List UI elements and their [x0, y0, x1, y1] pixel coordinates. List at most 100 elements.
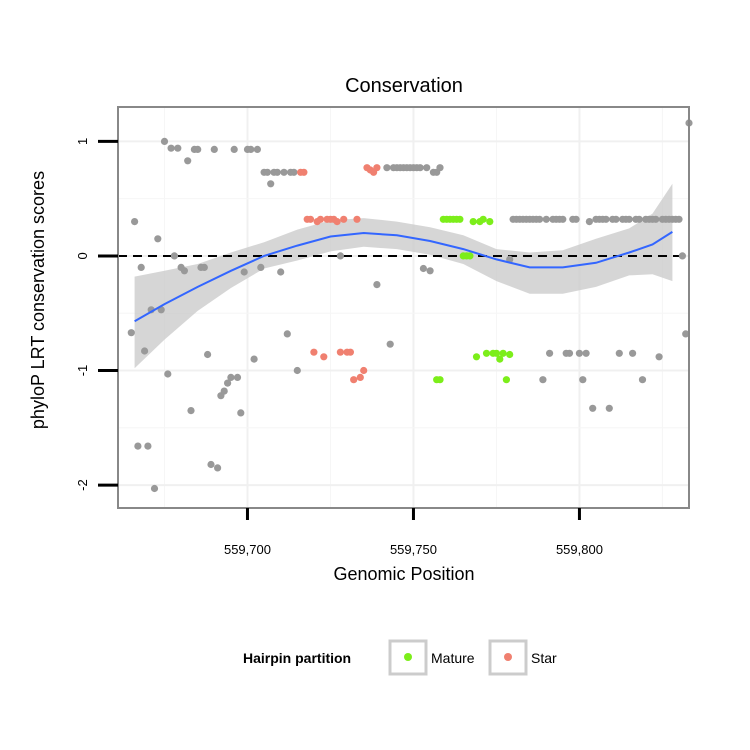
data-point-other: [539, 376, 547, 384]
data-point-other: [565, 349, 574, 357]
plot-panel: [118, 107, 689, 508]
data-point-other: [383, 164, 391, 172]
data-point-other: [579, 376, 587, 384]
data-point-mature: [486, 218, 494, 226]
data-point-other: [160, 137, 169, 145]
data-point-star: [333, 218, 341, 226]
data-point-other: [240, 268, 248, 276]
plot-border: [117, 106, 690, 509]
data-point-other: [612, 215, 620, 223]
data-point-mature: [506, 350, 514, 359]
y-axis-title: phyloP LRT conservation scores: [28, 171, 48, 429]
data-point-other: [134, 442, 142, 450]
data-point-other: [220, 387, 228, 395]
data-point-mature: [469, 218, 477, 226]
confidence-band-area: [134, 183, 673, 369]
data-point-star: [340, 215, 348, 223]
data-point-other: [389, 164, 398, 172]
data-point-other: [536, 215, 544, 223]
y-axis: -2 -1 0 1: [75, 138, 118, 491]
data-point-star: [346, 348, 354, 356]
data-point-other: [652, 215, 660, 223]
smooth-line: [134, 231, 673, 323]
data-point-other: [137, 263, 145, 271]
data-point-other: [675, 215, 683, 223]
data-point-other: [678, 252, 687, 260]
data-point-star: [300, 168, 308, 176]
data-point-other: [257, 263, 265, 271]
data-point-other: [131, 218, 139, 226]
data-point-other: [253, 145, 261, 153]
data-point-other: [207, 460, 215, 469]
legend-dot-mature: [404, 653, 412, 661]
data-point-star: [320, 353, 328, 361]
data-point-other: [263, 168, 271, 176]
data-point-other: [655, 353, 663, 361]
data-point-other: [373, 281, 381, 289]
data-point-mature: [482, 349, 491, 357]
data-point-other: [194, 145, 202, 153]
data-point-other: [635, 215, 643, 223]
y-tick-label: -2: [75, 479, 90, 491]
data-point-other: [419, 264, 427, 273]
data-point-other: [423, 164, 431, 172]
data-point-mature: [479, 215, 487, 223]
data-point-mature: [502, 376, 510, 384]
data-point-other: [233, 373, 242, 381]
data-point-mature: [436, 376, 444, 384]
data-point-other: [237, 409, 245, 417]
data-point-mature: [492, 349, 501, 357]
data-point-other: [204, 350, 212, 359]
data-point-mature: [499, 349, 507, 357]
data-point-other: [167, 144, 175, 152]
legend-item-mature: Mature: [388, 639, 475, 676]
x-tick-label: 559,800: [556, 542, 603, 557]
chart-title: Conservation: [345, 75, 463, 97]
data-point-other: [283, 330, 291, 338]
data-point-other: [559, 215, 567, 223]
data-point-star: [353, 215, 361, 223]
data-point-other: [187, 407, 195, 415]
data-point-other: [247, 145, 255, 153]
data-point-star: [373, 164, 381, 172]
data-point-star: [316, 215, 325, 223]
data-point-other: [602, 215, 610, 223]
data-points: [127, 119, 693, 493]
data-point-mature: [466, 252, 474, 260]
data-point-other: [426, 267, 434, 275]
y-tick-label: -1: [75, 365, 90, 377]
data-point-other: [150, 484, 159, 493]
data-point-other: [230, 145, 238, 153]
data-point-star: [360, 366, 368, 375]
data-point-other: [615, 349, 623, 357]
data-point-other: [277, 268, 285, 276]
x-tick-label: 559,700: [224, 542, 271, 557]
data-point-other: [416, 164, 424, 172]
data-point-other: [250, 355, 258, 363]
legend-label-mature: Mature: [431, 650, 475, 666]
data-point-other: [164, 370, 172, 378]
data-point-star: [356, 373, 364, 381]
data-point-other: [144, 442, 152, 450]
data-point-other: [542, 215, 550, 223]
legend-dot-star: [504, 653, 512, 661]
data-point-star: [306, 215, 315, 223]
data-point-star: [310, 348, 318, 356]
data-point-other: [293, 366, 301, 375]
data-point-other: [546, 349, 554, 357]
data-point-other: [267, 180, 275, 188]
y-tick-label: 0: [75, 252, 90, 259]
data-point-other: [436, 164, 444, 172]
data-point-other: [227, 373, 235, 381]
y-tick-label: 1: [75, 138, 90, 145]
data-point-mature: [472, 353, 481, 361]
data-point-other: [386, 340, 394, 348]
x-axis: 559,700 559,750 559,800: [224, 508, 603, 557]
data-point-other: [589, 404, 597, 412]
x-tick-label: 559,750: [390, 542, 437, 557]
data-point-mature: [496, 355, 504, 363]
smooth-line-path: [134, 231, 673, 323]
data-point-other: [585, 218, 594, 226]
data-point-other: [170, 252, 178, 260]
